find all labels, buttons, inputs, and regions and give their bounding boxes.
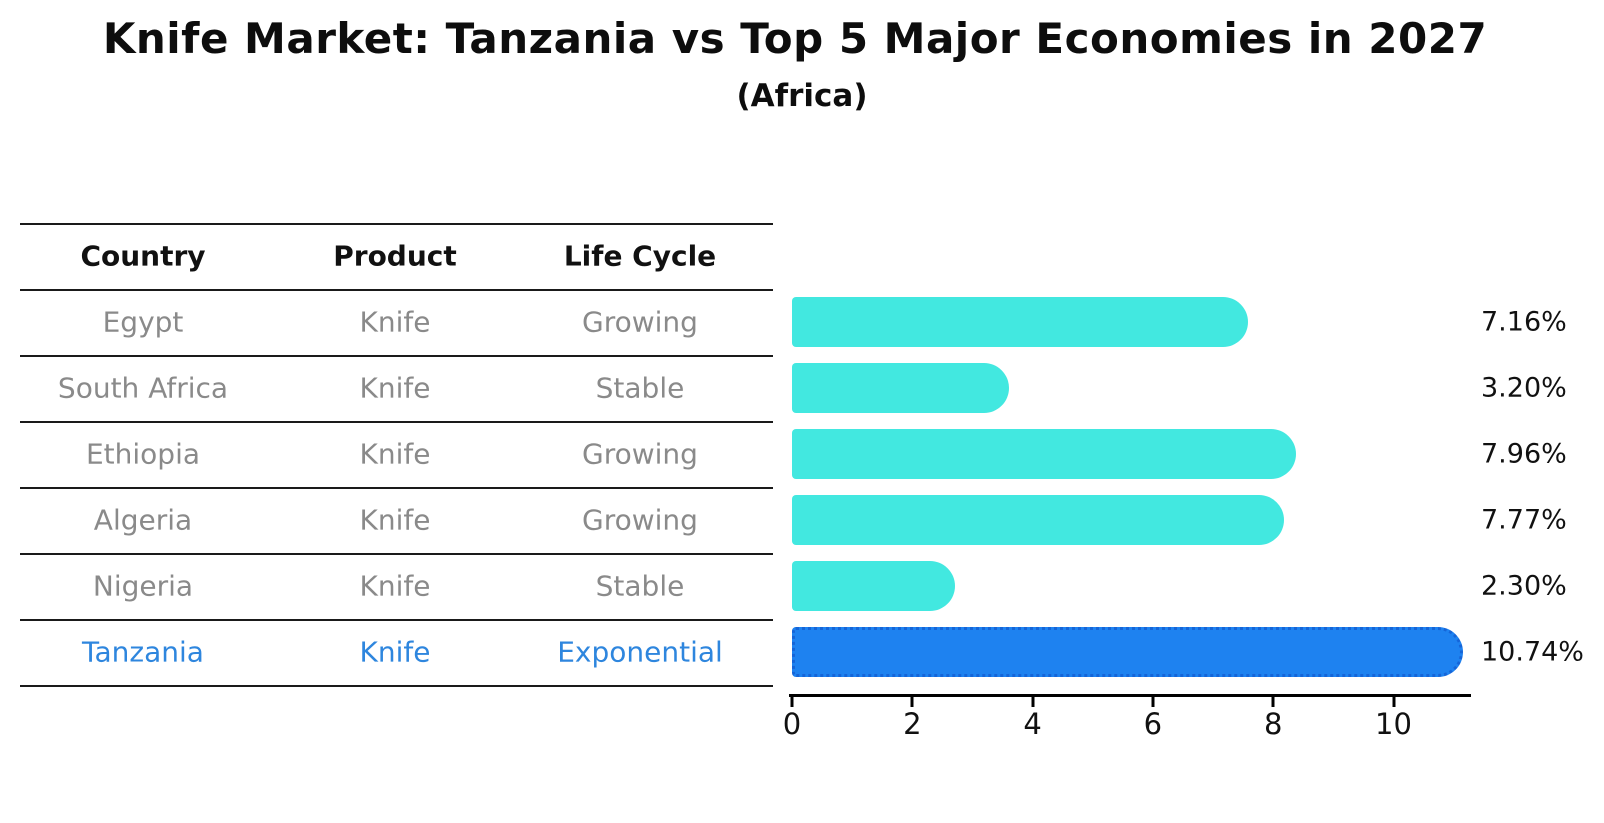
table-cell-country: Egypt xyxy=(102,305,184,339)
row-separator-line xyxy=(20,289,773,291)
x-axis-tick-label: 8 xyxy=(1263,707,1283,741)
table-cell-country: Nigeria xyxy=(92,569,194,603)
x-axis-tick-label: 6 xyxy=(1143,707,1163,741)
page-subtitle: (Africa) xyxy=(736,78,868,114)
bar-value-label: 2.30% xyxy=(1481,570,1567,602)
row-separator-line xyxy=(20,355,773,357)
table-cell-country: Ethiopia xyxy=(85,437,201,471)
x-axis-line xyxy=(789,694,1471,697)
row-separator-line xyxy=(20,553,773,555)
bar-algeria xyxy=(792,495,1285,545)
table-cell-life-cycle: Stable xyxy=(595,371,685,405)
x-axis-tick xyxy=(1031,697,1035,707)
x-axis-tick xyxy=(910,697,914,707)
bar-tanzania xyxy=(792,627,1463,677)
table-cell-country: Algeria xyxy=(93,503,193,537)
row-separator-line xyxy=(20,487,773,489)
table-cell-life-cycle: Exponential xyxy=(557,635,723,669)
bar-value-label: 3.20% xyxy=(1481,372,1567,404)
table-cell-country: Tanzania xyxy=(82,635,204,669)
row-separator-line xyxy=(20,223,773,225)
table-cell-product: Knife xyxy=(359,503,431,537)
bar-ethiopia xyxy=(792,429,1296,479)
row-separator-line xyxy=(20,685,773,687)
bar-value-label: 7.16% xyxy=(1481,306,1567,338)
x-axis-tick-label: 0 xyxy=(782,707,802,741)
x-axis-tick xyxy=(1392,697,1395,707)
table-header-product: Product xyxy=(333,239,457,273)
table-cell-product: Knife xyxy=(359,305,431,339)
bar-south-africa xyxy=(792,363,1010,413)
table-cell-life-cycle: Stable xyxy=(595,569,685,603)
bar-nigeria xyxy=(792,561,956,611)
x-axis-tick xyxy=(1271,697,1275,707)
bar-value-label: 7.96% xyxy=(1481,438,1567,470)
bar-egypt xyxy=(792,297,1248,347)
x-axis-tick-label: 10 xyxy=(1375,707,1412,741)
x-axis-tick-label: 4 xyxy=(1023,707,1042,741)
table-cell-product: Knife xyxy=(359,371,431,405)
table-cell-product: Knife xyxy=(359,635,431,669)
table-cell-life-cycle: Growing xyxy=(582,437,698,471)
table-header-country: Country xyxy=(80,239,206,273)
row-separator-line xyxy=(20,421,773,423)
x-axis-tick xyxy=(1151,697,1155,707)
table-cell-product: Knife xyxy=(359,569,431,603)
bar-value-label: 7.77% xyxy=(1481,504,1567,536)
page-title: Knife Market: Tanzania vs Top 5 Major Ec… xyxy=(102,14,1488,63)
table-cell-life-cycle: Growing xyxy=(582,503,698,537)
table-cell-product: Knife xyxy=(359,437,431,471)
table-header-life-cycle: Life Cycle xyxy=(563,239,717,273)
bar-value-label: 10.74% xyxy=(1481,636,1584,668)
x-axis-tick xyxy=(790,697,794,707)
table-cell-country: South Africa xyxy=(57,371,229,405)
x-axis-tick-label: 2 xyxy=(903,707,922,741)
table-cell-life-cycle: Growing xyxy=(582,305,698,339)
row-separator-line xyxy=(20,619,773,621)
